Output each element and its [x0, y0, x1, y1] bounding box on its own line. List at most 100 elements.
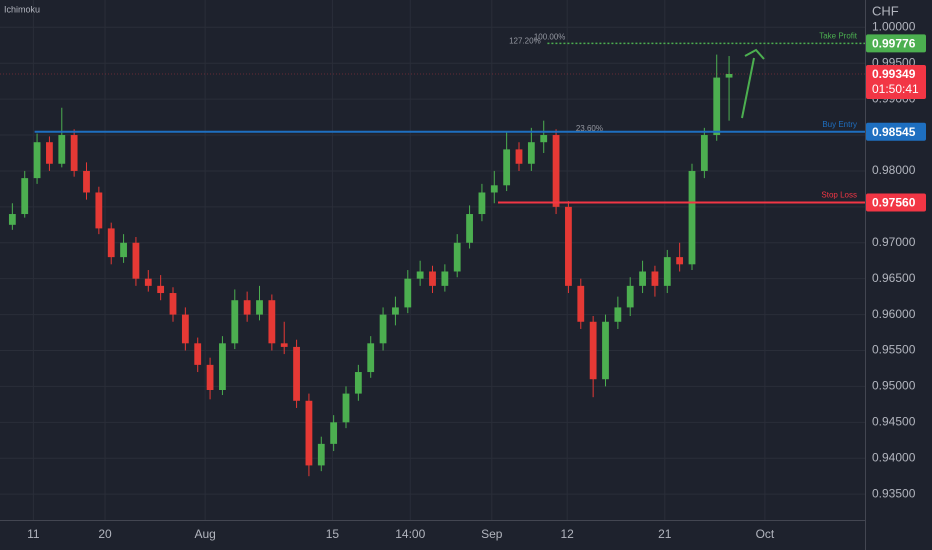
level-price: 0.99776 — [872, 37, 916, 51]
candle-body — [181, 314, 189, 344]
x-tick-label: 11 — [27, 527, 40, 541]
candle-body — [379, 314, 387, 344]
candle-body — [342, 393, 350, 423]
y-tick-label: 0.95000 — [872, 379, 916, 393]
x-tick-label: 12 — [561, 527, 575, 541]
level-name: Take Profit — [819, 31, 858, 40]
y-tick-label: 0.98000 — [872, 163, 916, 177]
candle-body — [466, 214, 473, 243]
candle-body — [367, 343, 375, 373]
candle-body — [132, 242, 140, 279]
axis: 1.000000.995000.990000.985000.980000.975… — [27, 19, 926, 541]
candle-body — [95, 192, 103, 229]
candle-body — [663, 257, 671, 286]
candle-body — [231, 300, 239, 344]
candle-body — [70, 135, 78, 171]
level-price: 0.98545 — [872, 125, 916, 139]
last-price: 0.99349 — [872, 67, 916, 81]
candle-body — [107, 228, 115, 258]
candle-body — [144, 278, 152, 286]
y-tick-label: 0.96000 — [872, 307, 916, 321]
candle-body — [120, 242, 127, 258]
candle-body — [478, 192, 486, 215]
level-price: 0.97560 — [872, 196, 916, 210]
fib-label: 100.00% — [534, 33, 566, 42]
level-name: Buy Entry — [822, 120, 857, 129]
candle-body — [169, 293, 177, 315]
level-name: Stop Loss — [821, 191, 857, 200]
candle-body — [614, 307, 622, 322]
level-price-box — [866, 193, 926, 212]
candle-body — [219, 343, 226, 390]
candle-body — [515, 149, 523, 164]
y-tick-label: 0.94000 — [872, 450, 916, 464]
candle-body — [354, 372, 362, 394]
candle-body — [21, 178, 29, 215]
candle-body — [527, 142, 535, 164]
candle-body — [330, 422, 338, 444]
candle-body — [33, 142, 41, 179]
candle-body — [552, 135, 560, 207]
candle-body — [46, 142, 53, 164]
candle-body — [639, 271, 646, 286]
y-tick-label: 0.97000 — [872, 235, 916, 249]
candle-body — [194, 343, 202, 365]
candle-body — [317, 443, 325, 466]
indicator-label: Ichimoku — [4, 4, 40, 14]
candle-body — [589, 321, 597, 380]
y-tick-label: 1.00000 — [872, 19, 916, 33]
fib-label: 127.20% — [509, 36, 541, 45]
candle-body — [157, 285, 165, 294]
candle-body — [540, 135, 548, 143]
candle-body — [713, 77, 721, 136]
candle-body — [416, 271, 424, 279]
x-tick-label: Sep — [481, 527, 503, 541]
candle-body — [8, 214, 16, 225]
level-price-box — [866, 122, 926, 141]
y-tick-label: 0.95500 — [872, 343, 916, 357]
x-tick-label: 14:00 — [395, 527, 425, 541]
plot-area: Take Profit Buy Entry Stop Loss 100.00%127.… — [0, 0, 865, 520]
candle-body — [577, 285, 585, 322]
candle-body — [83, 170, 90, 193]
candle-body — [404, 278, 412, 308]
x-tick-label: 20 — [98, 527, 112, 541]
x-tick-label: 21 — [658, 527, 672, 541]
candle-body — [490, 185, 498, 193]
x-tick-label: Aug — [194, 527, 215, 541]
x-tick-label: Oct — [756, 527, 775, 541]
y-tick-label: 0.94500 — [872, 414, 916, 428]
y-tick-label: 0.93500 — [872, 486, 916, 500]
candle-body — [676, 257, 684, 265]
last-price-box — [866, 65, 926, 100]
candle-body — [503, 149, 511, 186]
candle-body — [441, 271, 449, 286]
candle-body — [268, 300, 276, 344]
candle-body — [688, 170, 696, 265]
candle-body — [256, 300, 263, 315]
candle-body — [725, 73, 733, 78]
level-price-box — [866, 34, 926, 53]
candle-body — [305, 400, 313, 466]
candle-body — [293, 346, 300, 401]
candle-body — [392, 307, 399, 315]
candle-body — [626, 285, 634, 308]
currency-label: CHF — [872, 3, 899, 18]
candle-body — [58, 135, 66, 164]
candle-body — [429, 271, 436, 286]
candle-body — [565, 206, 572, 286]
candle-body — [280, 343, 288, 347]
countdown: 01:50:41 — [872, 82, 919, 96]
candle-body — [453, 242, 461, 272]
target-arrow — [741, 48, 765, 119]
y-tick-label: 0.96500 — [872, 271, 916, 285]
candle-body — [206, 364, 214, 390]
candle-body — [243, 300, 251, 315]
candle-body — [651, 271, 659, 286]
candle-body — [602, 321, 609, 380]
x-tick-label: 15 — [326, 527, 340, 541]
fib-label: 23.60% — [576, 124, 603, 133]
candle-body — [700, 135, 708, 171]
